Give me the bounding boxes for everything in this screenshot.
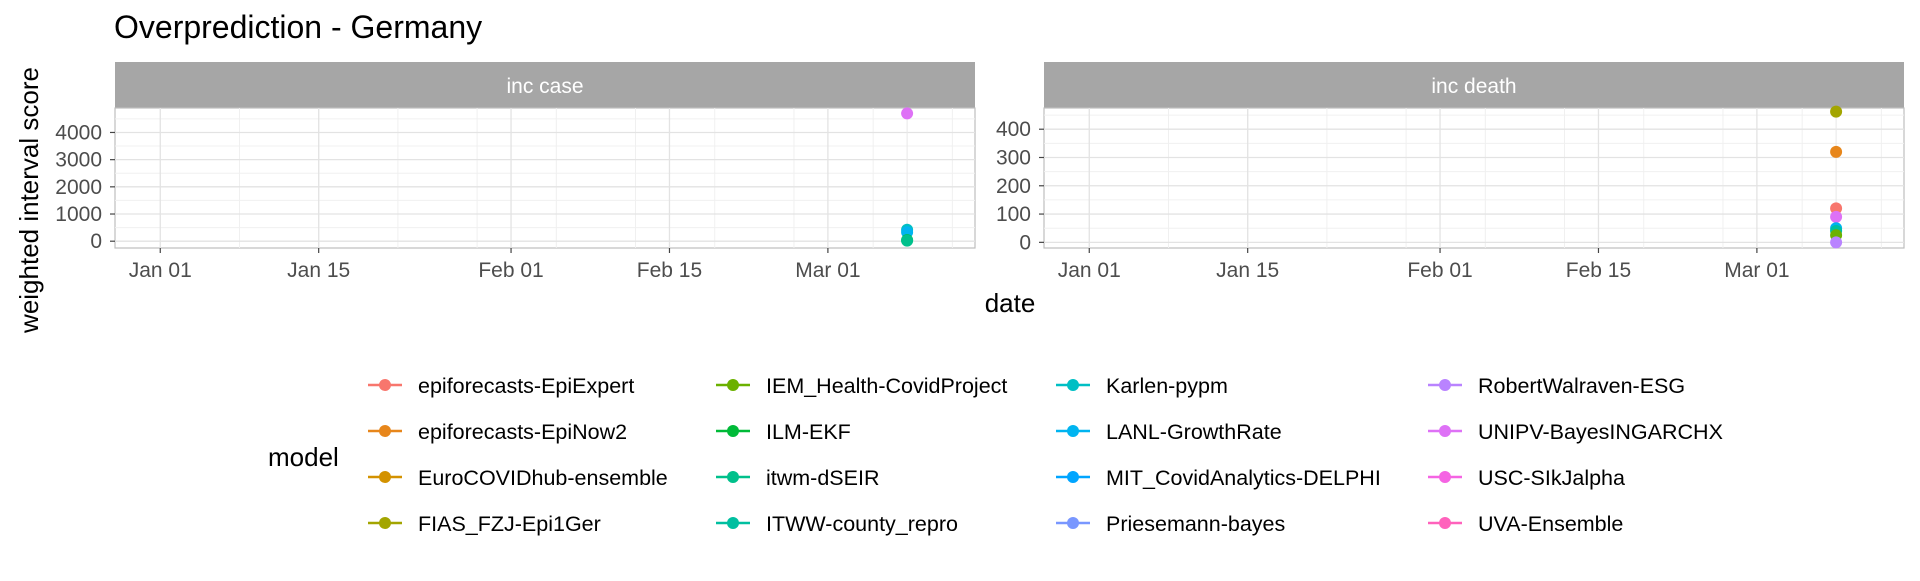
data-point [1830, 202, 1843, 215]
panel-1: inc death 0 100 200 300 400 Jan 01 Jan 15 Feb 01… [996, 62, 1905, 282]
legend-item: Priesemann-bayes [1056, 512, 1285, 536]
y-tick-label: 1000 [55, 203, 102, 226]
legend-label: MIT_CovidAnalytics-DELPHI [1106, 466, 1381, 490]
legend-item: ITWW-county_repro [716, 512, 958, 536]
legend-label: ILM-EKF [766, 420, 851, 444]
legend-key-dot [1439, 379, 1451, 391]
legend-item: ILM-EKF [716, 420, 851, 444]
legend-item: FIAS_FZJ-Epi1Ger [368, 512, 601, 536]
facet-strip [115, 62, 975, 108]
legend-key-dot [1439, 471, 1451, 483]
legend-item: epiforecasts-EpiNow2 [368, 420, 627, 444]
legend-key-dot [1067, 379, 1079, 391]
legend-item: UNIPV-BayesINGARCHX [1428, 420, 1723, 444]
y-tick-label: 0 [1019, 231, 1031, 254]
plot-area [1043, 107, 1905, 249]
plot-area [114, 107, 976, 249]
legend-title: model [268, 442, 339, 472]
legend-item: UVA-Ensemble [1428, 512, 1623, 536]
legend-item: EuroCOVIDhub-ensemble [368, 466, 668, 490]
legend-label: Priesemann-bayes [1106, 512, 1285, 536]
legend-label: EuroCOVIDhub-ensemble [418, 466, 668, 490]
legend-key-dot [727, 471, 739, 483]
legend-label: epiforecasts-EpiNow2 [418, 420, 627, 444]
y-tick-label: 4000 [55, 121, 102, 144]
legend-key-dot [1439, 425, 1451, 437]
x-tick-label: Feb 15 [637, 259, 702, 282]
legend-label: Karlen-pypm [1106, 374, 1228, 398]
legend-label: UVA-Ensemble [1478, 512, 1623, 536]
legend-key-dot [1067, 471, 1079, 483]
x-tick-label: Mar 01 [1724, 259, 1789, 282]
x-tick-label: Jan 01 [1058, 259, 1121, 282]
y-tick-label: 400 [996, 118, 1031, 141]
data-point [901, 107, 914, 120]
legend-label: UNIPV-BayesINGARCHX [1478, 420, 1723, 444]
legend-key-dot [379, 517, 391, 529]
legend-item: IEM_Health-CovidProject [716, 374, 1007, 398]
y-tick-label: 300 [996, 146, 1031, 169]
legend-item: USC-SIkJalpha [1428, 466, 1625, 490]
legend-label: epiforecasts-EpiExpert [418, 374, 634, 398]
x-tick-label: Feb 01 [1407, 259, 1472, 282]
legend-key-dot [379, 425, 391, 437]
data-point [1830, 145, 1843, 158]
legend-key-dot [1067, 517, 1079, 529]
legend-item: itwm-dSEIR [716, 466, 879, 490]
x-tick-label: Jan 01 [129, 259, 192, 282]
legend-key-dot [379, 471, 391, 483]
legend-item: epiforecasts-EpiExpert [368, 374, 634, 398]
legend-item: LANL-GrowthRate [1056, 420, 1282, 444]
legend-item: MIT_CovidAnalytics-DELPHI [1056, 466, 1381, 490]
legend-item: Karlen-pypm [1056, 374, 1228, 398]
legend-key-dot [1439, 517, 1451, 529]
x-tick-label: Feb 15 [1566, 259, 1631, 282]
legend-key-dot [727, 379, 739, 391]
data-point [1830, 236, 1843, 249]
legend-key-dot [379, 379, 391, 391]
y-tick-label: 200 [996, 175, 1031, 198]
x-axis-label: date [985, 288, 1036, 318]
legend-label: ITWW-county_repro [766, 512, 958, 536]
legend-label: IEM_Health-CovidProject [766, 374, 1007, 398]
legend-label: itwm-dSEIR [766, 466, 879, 490]
y-tick-label: 0 [90, 230, 102, 253]
legend-label: FIAS_FZJ-Epi1Ger [418, 512, 601, 536]
facet-label: inc death [1431, 75, 1516, 98]
y-tick-label: 2000 [55, 176, 102, 199]
legend-key-dot [727, 425, 739, 437]
facet-strip [1044, 62, 1904, 108]
data-point [901, 234, 914, 247]
legend-label: LANL-GrowthRate [1106, 420, 1282, 444]
y-axis-label: weighted interval score [14, 67, 44, 334]
legend-key-dot [727, 517, 739, 529]
data-point [1830, 210, 1843, 223]
x-tick-label: Jan 15 [1216, 259, 1279, 282]
facet-label: inc case [506, 75, 583, 98]
legend-key-dot [1067, 425, 1079, 437]
legend-item: RobertWalraven-ESG [1428, 374, 1685, 398]
y-tick-label: 3000 [55, 149, 102, 172]
panel-0: inc case 0 1000 2000 3000 4000 Jan 01 Jan 15 Feb… [55, 62, 976, 282]
legend-label: RobertWalraven-ESG [1478, 374, 1685, 398]
x-tick-label: Jan 15 [287, 259, 350, 282]
data-point [1830, 105, 1843, 118]
legend: epiforecasts-EpiExpert epiforecasts-EpiNo… [368, 374, 1723, 536]
x-tick-label: Mar 01 [795, 259, 860, 282]
x-tick-label: Feb 01 [478, 259, 543, 282]
legend-label: USC-SIkJalpha [1478, 466, 1625, 490]
chart-title: Overprediction - Germany [114, 9, 482, 45]
y-tick-label: 100 [996, 203, 1031, 226]
